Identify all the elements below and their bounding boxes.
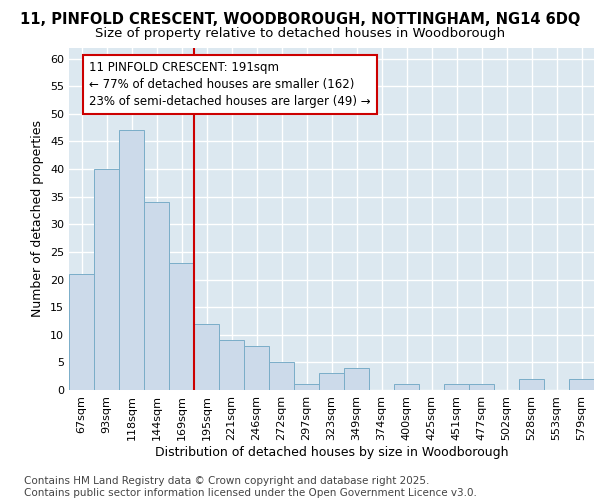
Text: Size of property relative to detached houses in Woodborough: Size of property relative to detached ho… [95, 28, 505, 40]
Bar [169, 263, 194, 390]
Text: 11, PINFOLD CRESCENT, WOODBOROUGH, NOTTINGHAM, NG14 6DQ: 11, PINFOLD CRESCENT, WOODBOROUGH, NOTTI… [20, 12, 580, 28]
Text: 11 PINFOLD CRESCENT: 191sqm
← 77% of detached houses are smaller (162)
23% of se: 11 PINFOLD CRESCENT: 191sqm ← 77% of det… [89, 62, 371, 108]
Bar [519, 379, 544, 390]
Bar [319, 374, 344, 390]
Bar [94, 169, 119, 390]
Bar [69, 274, 94, 390]
Bar [294, 384, 319, 390]
Text: Contains HM Land Registry data © Crown copyright and database right 2025.
Contai: Contains HM Land Registry data © Crown c… [24, 476, 477, 498]
Bar [444, 384, 469, 390]
Bar [219, 340, 244, 390]
Bar [194, 324, 219, 390]
Bar [569, 379, 594, 390]
Bar [394, 384, 419, 390]
Bar [119, 130, 144, 390]
Bar [344, 368, 369, 390]
Bar [269, 362, 294, 390]
Bar [144, 202, 169, 390]
X-axis label: Distribution of detached houses by size in Woodborough: Distribution of detached houses by size … [155, 446, 508, 458]
Bar [469, 384, 494, 390]
Bar [244, 346, 269, 390]
Y-axis label: Number of detached properties: Number of detached properties [31, 120, 44, 318]
